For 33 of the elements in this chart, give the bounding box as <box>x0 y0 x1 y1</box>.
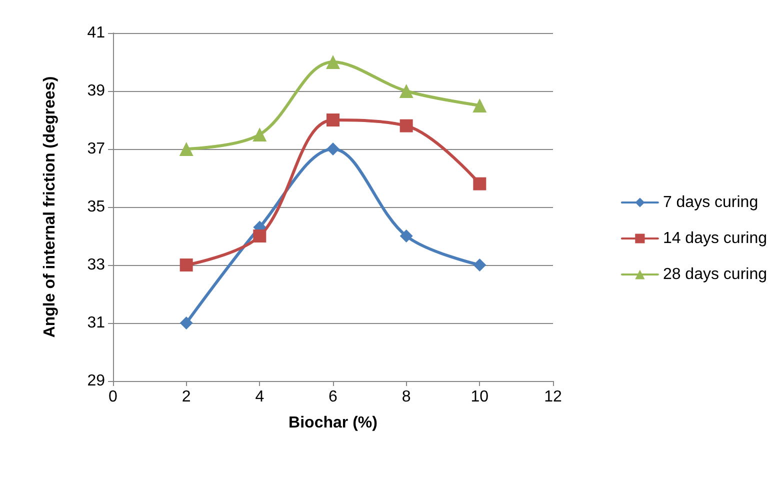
x-tick-label: 12 <box>544 388 562 406</box>
point <box>179 142 194 156</box>
point <box>180 316 193 330</box>
x-tick-label: 10 <box>470 388 489 406</box>
point <box>326 114 340 126</box>
y-tick-label: 41 <box>87 24 106 42</box>
y-tick-label: 35 <box>87 198 106 216</box>
point <box>472 98 487 112</box>
x-tick-label: 8 <box>402 388 411 406</box>
x-tick-label: 0 <box>108 388 118 406</box>
legend-label: 7 days curing <box>662 194 758 211</box>
legend-label: 28 days curing <box>662 266 767 283</box>
y-tick-label: 37 <box>87 140 106 158</box>
y-tick-label: 39 <box>87 82 106 100</box>
legend-label: 14 days curing <box>662 230 767 247</box>
y-tick-label: 31 <box>87 314 106 332</box>
y-tick-label: 29 <box>87 372 106 390</box>
x-axis-title: Biochar (%) <box>288 414 378 432</box>
point <box>400 119 413 132</box>
point <box>473 177 486 190</box>
x-tick-label: 4 <box>255 388 264 406</box>
y-axis-title: Angle of internal friction (degrees) <box>42 76 58 338</box>
y-tick-label: 33 <box>87 256 106 274</box>
point <box>399 84 414 98</box>
x-tick-label: 2 <box>182 388 191 406</box>
point <box>326 142 340 156</box>
point <box>400 230 413 242</box>
point <box>326 55 340 69</box>
point <box>252 128 267 142</box>
point <box>253 230 266 242</box>
point <box>473 258 486 272</box>
point <box>180 258 193 272</box>
x-tick-label: 6 <box>328 388 338 406</box>
